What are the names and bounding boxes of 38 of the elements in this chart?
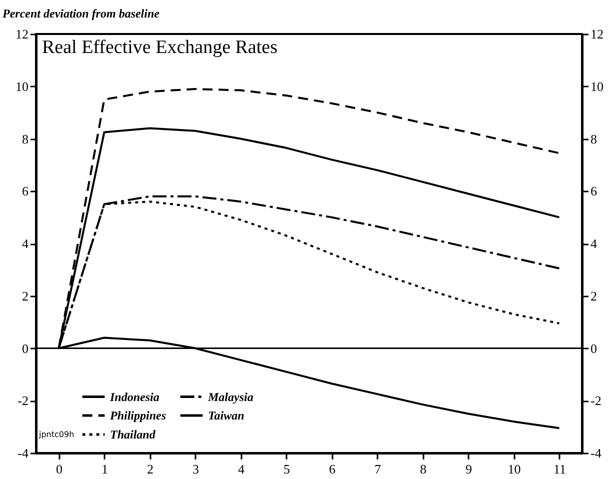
x-tick-label: 5 (284, 462, 290, 476)
x-tick-label: 4 (238, 462, 245, 476)
y-axis-title: Percent deviation from baseline (2, 6, 160, 20)
y2-tick-label: 8 (590, 131, 597, 146)
x-tick-label: 7 (374, 462, 382, 476)
y-tick-label: 12 (16, 26, 28, 42)
x-tick-label: 0 (56, 462, 62, 476)
x-tick-label: 8 (420, 462, 426, 476)
y2-tick-label: 10 (590, 78, 604, 94)
y2-tick-label: -4 (590, 446, 602, 460)
chart-title: Real Effective Exchange Rates (42, 37, 278, 58)
y-tick-label: 8 (22, 131, 28, 146)
legend-label: Indonesia (109, 390, 160, 404)
y-tick-label: -2 (18, 393, 28, 408)
y2-tick-label: 12 (590, 26, 604, 42)
y2-tick-label: 0 (590, 340, 597, 356)
y-tick-label: 0 (22, 340, 28, 356)
x-tick-label: 11 (553, 462, 566, 476)
y2-tick-label: 4 (590, 236, 598, 251)
y-tick-label: 4 (22, 236, 29, 251)
y-tick-label: -4 (18, 446, 29, 460)
y2-tick-label: -2 (590, 393, 602, 408)
legend-label: Philippines (110, 408, 166, 422)
y2-tick-label: 6 (590, 184, 598, 199)
annotation: jpntc09h (38, 430, 74, 439)
x-tick-label: 3 (192, 462, 199, 476)
x-tick-label: 6 (329, 462, 336, 476)
y-tick-label: 2 (22, 288, 28, 304)
x-tick-label: 10 (508, 462, 521, 476)
y2-tick-label: 2 (590, 288, 597, 304)
x-tick-label: 9 (466, 462, 472, 476)
legend-label: Thailand (110, 428, 156, 442)
y-tick-label: 10 (16, 78, 28, 94)
legend-label: Taiwan (208, 408, 245, 422)
x-tick-label: 1 (102, 462, 108, 476)
legend-label: Malaysia (207, 390, 254, 404)
y-tick-label: 6 (22, 184, 29, 199)
x-tick-label: 2 (147, 462, 154, 476)
